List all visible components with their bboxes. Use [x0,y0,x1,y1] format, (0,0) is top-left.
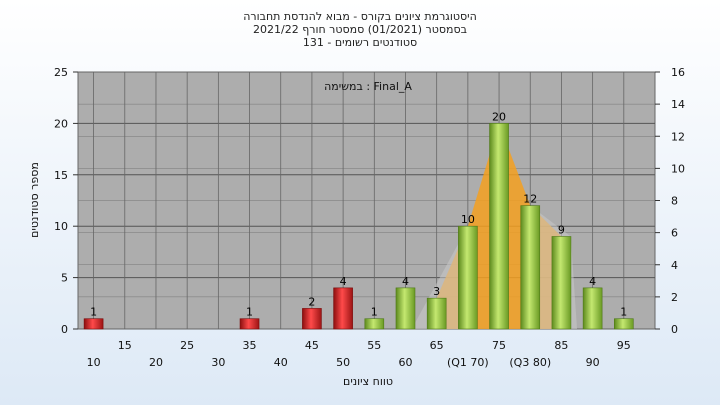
y2-tick-label: 10 [671,162,685,175]
chart-title-line-3: 131 - סטודנטים רשומים [302,36,418,49]
x-tick-label: 45 [305,339,319,352]
histogram-bar [520,205,541,330]
x-tick-label: 10 [87,356,101,369]
bar-value-label: 9 [558,223,565,236]
histogram-bar [426,297,447,330]
x-tick-label: 60 [398,356,412,369]
y-axis-title: מספר סטודנטים [28,162,41,238]
bar-value-label: 4 [402,275,409,288]
x-tick-label: 40 [274,356,288,369]
x-tick-label: 50 [336,356,350,369]
histogram-bar [458,225,478,330]
x-tick-label: 30 [211,356,225,369]
x-tick-label: 65 [430,339,444,352]
x-axis-title: טווח ציונים [343,375,393,388]
x-tick-label: 95 [617,339,631,352]
bar-value-label: 20 [492,110,506,123]
x-tick-label: 25 [180,339,194,352]
x-tick-label: 85 [554,339,568,352]
x-tick-label: (Q3 80) [509,356,551,369]
y2-tick-label: 16 [671,66,685,79]
y-tick-label: 10 [54,220,68,233]
y2-tick-label: 0 [671,323,678,336]
x-tick-label: 55 [367,339,381,352]
bar-value-label: 1 [620,306,627,319]
bar-value-label: 4 [589,275,596,288]
histogram-bar [582,287,603,330]
bar-value-label: 3 [433,285,440,298]
bar-value-label: 4 [340,275,347,288]
bar-value-label: 1 [90,306,97,319]
y2-tick-label: 4 [671,259,678,272]
x-tick-label: 20 [149,356,163,369]
x-tick-label: 35 [243,339,257,352]
histogram-bar [551,236,572,330]
y2-tick-label: 8 [671,195,678,208]
y-tick-label: 15 [54,169,68,182]
bar-value-label: 10 [461,213,475,226]
histogram-bar [395,287,416,330]
y2-tick-label: 2 [671,291,678,304]
y2-tick-label: 6 [671,227,678,240]
histogram-bar [364,318,385,330]
histogram-bar [302,308,322,330]
distribution-band-left-wing [411,226,468,329]
bar-value-label: 1 [371,306,378,319]
y-tick-label: 0 [61,323,68,336]
histogram-bar [83,318,104,330]
chart-title-line-1: היסטוגרמת ציונים בקורס - מבוא להנדסת תחב… [243,10,477,23]
y-tick-label: 20 [54,117,68,130]
y2-tick-label: 12 [671,130,685,143]
histogram-bar [489,123,509,330]
histogram-bar [333,287,353,330]
y-tick-label: 25 [54,66,68,79]
histogram-bar [614,318,634,330]
y-tick-label: 5 [61,272,68,285]
x-tick-label: (Q1 70) [447,356,489,369]
histogram-bar [239,318,260,330]
bar-value-label: 1 [246,306,253,319]
bar-value-label: 12 [523,193,537,206]
x-tick-label: 15 [118,339,132,352]
assignment-annotation: במשימה : Final_A [324,80,412,93]
chart-title-line-2: בסמסטר (01/2021) סמסטר חורף 2021/22 [253,23,467,36]
x-tick-label: 75 [492,339,506,352]
y2-tick-label: 14 [671,98,685,111]
x-tick-label: 90 [586,356,600,369]
bar-value-label: 2 [308,295,315,308]
